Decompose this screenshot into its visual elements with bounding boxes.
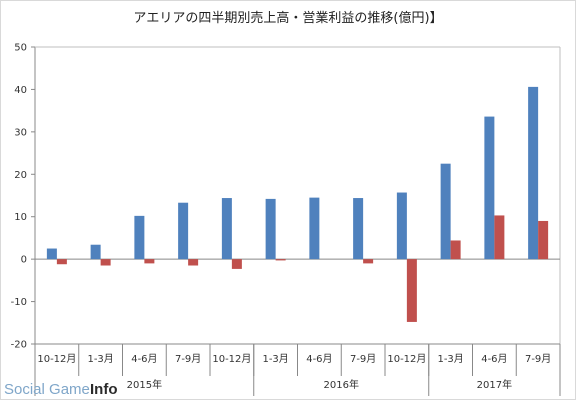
x-tick-label: 10-12月 [212,353,251,365]
x-tick-label: 1-3月 [262,353,288,365]
bar-series1 [440,163,451,260]
year-label: 2015年 [127,378,162,391]
x-tick-label: 10-12月 [387,353,426,365]
x-tick-label: 7-9月 [525,353,551,365]
bar-series2 [450,240,461,260]
bar-series2 [231,259,242,269]
bar-series1 [134,215,145,260]
bar-series2 [363,259,374,264]
bar-series1 [309,197,320,260]
chart-title: アエリアの四半期別売上高・営業利益の推移(億円)】 [133,10,442,26]
bar-series2 [406,259,417,322]
x-tick-label: 1-3月 [87,353,113,365]
bar-series2 [275,259,286,261]
bar-series2 [494,215,505,260]
x-tick-label: 7-9月 [175,353,201,365]
bar-series1 [90,244,101,260]
bar-series2 [188,259,199,266]
year-label: 2016年 [324,378,359,391]
bar-series1 [46,248,57,260]
y-tick-label: 10 [14,212,27,223]
bar-series2 [100,259,111,266]
x-tick-label: 1-3月 [437,353,463,365]
bar-series1 [265,198,276,260]
bar-series1 [484,116,495,260]
bar-series2 [144,259,155,264]
y-tick-label: -10 [11,297,27,308]
y-tick-label: 40 [14,85,27,96]
y-tick-label: -20 [11,340,27,351]
x-tick-label: 4-6月 [306,353,332,365]
watermark-info-text: Info [90,381,118,398]
watermark-social-text: Social Game [4,381,90,398]
bar-series1 [396,192,407,260]
y-tick-label: 0 [21,255,27,266]
x-tick-label: 4-6月 [481,353,507,365]
bar-series2 [538,220,549,260]
y-tick-label: 20 [14,170,27,181]
bar-series1 [528,86,539,260]
x-tick-label: 4-6月 [131,353,157,365]
year-label: 2017年 [477,378,512,391]
x-tick-label: 10-12月 [37,353,76,365]
watermark: Social Game Info [4,381,118,398]
bar-series2 [56,259,67,265]
y-tick-label: 50 [14,43,27,54]
bar-series1 [178,202,189,260]
plot-area: -20 -10 0 10 20 30 40 50 10-12月 1-3月 4-6月 7-9月 10-12… [11,43,561,396]
bar-series1 [221,198,232,260]
y-tick-label: 30 [14,127,27,138]
x-tick-label: 7-9月 [350,353,376,365]
bar-series1 [353,198,364,260]
